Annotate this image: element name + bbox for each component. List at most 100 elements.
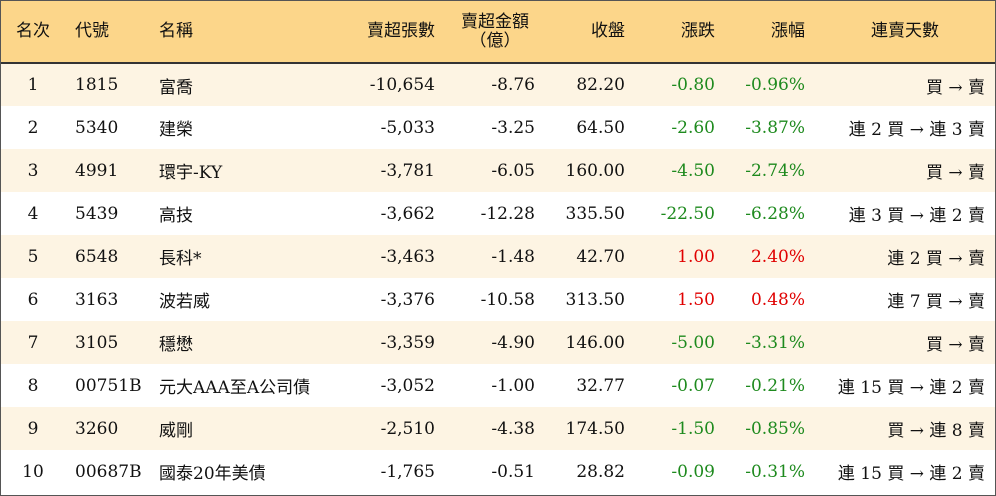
- cell-net-sell-amount: -3.25: [491, 117, 535, 138]
- cell-close: 335.50: [565, 203, 625, 224]
- table-row: 4 5439 高技 -3,662 -12.28 335.50 -22.50 -6.28% 連 3…: [1, 192, 995, 235]
- cell-net-sell-amount: -12.28: [480, 203, 535, 224]
- cell-close: 146.00: [565, 332, 625, 353]
- cell-close: 32.77: [576, 375, 625, 396]
- cell-close: 42.70: [576, 246, 625, 267]
- cell-streak: 買 → 賣: [925, 335, 985, 355]
- cell-net-sell-amount: -8.76: [491, 75, 535, 95]
- cell-streak: 連 3 買 → 連 2 賣: [848, 206, 985, 226]
- cell-name: 威剛: [159, 421, 193, 441]
- cell-change-pct: -6.28%: [745, 203, 805, 224]
- cell-net-sell-amount: -0.51: [491, 461, 535, 482]
- cell-change: -0.07: [671, 375, 715, 396]
- cell-net-sell-shares: -3,781: [380, 160, 435, 181]
- cell-rank: 3: [27, 160, 39, 181]
- cell-change: 1.50: [677, 289, 715, 310]
- cell-code: 6548: [75, 246, 119, 267]
- cell-change-pct: -3.87%: [745, 117, 805, 138]
- cell-close: 28.82: [576, 461, 625, 482]
- cell-change-pct: -0.85%: [745, 418, 805, 439]
- cell-net-sell-shares: -2,510: [380, 418, 435, 439]
- cell-name: 元大AAA至A公司債: [159, 378, 311, 398]
- cell-net-sell-shares: -3,052: [380, 375, 435, 396]
- header-change-pct: 漲幅: [725, 1, 815, 64]
- cell-streak: 買 → 賣: [925, 77, 985, 98]
- cell-code: 3260: [75, 418, 119, 439]
- header-change: 漲跌: [635, 1, 725, 64]
- header-streak: 連賣天數: [815, 1, 995, 64]
- cell-rank: 7: [27, 332, 39, 353]
- cell-close: 160.00: [565, 160, 625, 181]
- cell-name: 長科*: [159, 249, 202, 269]
- cell-name: 環宇-KY: [159, 163, 223, 183]
- cell-close: 174.50: [565, 418, 625, 439]
- cell-code: 00751B: [75, 375, 142, 396]
- table-header-row: 名次 代號 名稱 賣超張數 賣超金額 （億） 收盤 漲跌 漲幅 連賣天數: [1, 1, 995, 64]
- cell-change: -2.60: [671, 117, 715, 138]
- cell-close: 313.50: [565, 289, 625, 310]
- table-row: 3 4991 環宇-KY -3,781 -6.05 160.00 -4.50 -2.74% 買 …: [1, 149, 995, 192]
- cell-net-sell-amount: -4.38: [491, 418, 535, 439]
- header-code: 代號: [65, 1, 149, 64]
- cell-rank: 9: [27, 418, 39, 439]
- cell-change-pct: -0.96%: [745, 75, 805, 95]
- table-row: 2 5340 建榮 -5,033 -3.25 64.50 -2.60 -3.87% 連 2 買 …: [1, 106, 995, 149]
- cell-rank: 8: [27, 375, 39, 396]
- header-net-sell-amount: 賣超金額 （億）: [445, 1, 545, 64]
- cell-code: 1815: [75, 75, 119, 95]
- cell-net-sell-shares: -3,662: [380, 203, 435, 224]
- cell-streak: 買 → 賣: [925, 163, 985, 183]
- cell-close: 82.20: [576, 75, 625, 95]
- cell-change-pct: -2.74%: [745, 160, 805, 181]
- cell-streak: 連 7 買 → 賣: [887, 292, 985, 312]
- cell-change-pct: -0.21%: [745, 375, 805, 396]
- cell-code: 4991: [75, 160, 119, 181]
- cell-change: -0.09: [671, 461, 715, 482]
- cell-name: 富喬: [159, 77, 193, 98]
- cell-code: 3105: [75, 332, 119, 353]
- cell-change: -1.50: [671, 418, 715, 439]
- cell-net-sell-shares: -3,463: [380, 246, 435, 267]
- header-net-sell-amount-line2: （億）: [469, 30, 521, 51]
- cell-code: 00687B: [75, 461, 142, 482]
- table-row: 6 3163 波若威 -3,376 -10.58 313.50 1.50 0.48% 連 7 買…: [1, 278, 995, 321]
- cell-change: -22.50: [660, 203, 715, 224]
- cell-close: 64.50: [576, 117, 625, 138]
- cell-net-sell-amount: -4.90: [491, 332, 535, 353]
- table-body: 1 1815 富喬 -10,654 -8.76 82.20 -0.80 -0.96% 買 → 賣…: [1, 63, 995, 493]
- cell-name: 穩懋: [159, 335, 193, 355]
- table-row: 8 00751B 元大AAA至A公司債 -3,052 -1.00 32.77 -0.07 -0…: [1, 364, 995, 407]
- cell-code: 3163: [75, 289, 119, 310]
- cell-name: 波若威: [159, 292, 210, 312]
- cell-change-pct: -3.31%: [745, 332, 805, 353]
- cell-rank: 6: [27, 289, 39, 310]
- cell-net-sell-shares: -10,654: [369, 75, 435, 95]
- header-net-sell-amount-line1: 賣超金額: [461, 11, 529, 32]
- cell-net-sell-amount: -1.48: [491, 246, 535, 267]
- cell-rank: 4: [27, 203, 39, 224]
- cell-rank: 10: [22, 461, 44, 482]
- cell-net-sell-amount: -6.05: [491, 160, 535, 181]
- cell-streak: 買 → 連 8 賣: [887, 421, 985, 441]
- cell-streak: 連 2 買 → 連 3 賣: [848, 120, 985, 140]
- cell-name: 高技: [159, 206, 193, 226]
- header-close: 收盤: [545, 1, 635, 64]
- cell-change: -0.80: [671, 75, 715, 95]
- table-row: 1 1815 富喬 -10,654 -8.76 82.20 -0.80 -0.96% 買 → 賣: [1, 63, 995, 106]
- header-name: 名稱: [149, 1, 349, 64]
- table-row: 7 3105 穩懋 -3,359 -4.90 146.00 -5.00 -3.31% 買 → 賣: [1, 321, 995, 364]
- cell-code: 5439: [75, 203, 119, 224]
- cell-net-sell-shares: -5,033: [380, 117, 435, 138]
- cell-streak: 連 15 買 → 連 2 賣: [837, 378, 985, 398]
- cell-change: -4.50: [671, 160, 715, 181]
- header-net-sell-shares: 賣超張數: [349, 1, 445, 64]
- cell-rank: 2: [27, 117, 39, 138]
- table-row: 5 6548 長科* -3,463 -1.48 42.70 1.00 2.40% 連 2 買 →…: [1, 235, 995, 278]
- cell-change: 1.00: [677, 246, 715, 267]
- cell-change: -5.00: [671, 332, 715, 353]
- cell-streak: 連 2 買 → 賣: [887, 249, 985, 269]
- cell-name: 國泰20年美債: [159, 464, 266, 484]
- cell-rank: 1: [27, 75, 39, 95]
- table-row: 10 00687B 國泰20年美債 -1,765 -0.51 28.82 -0.09 -0.3…: [1, 450, 995, 493]
